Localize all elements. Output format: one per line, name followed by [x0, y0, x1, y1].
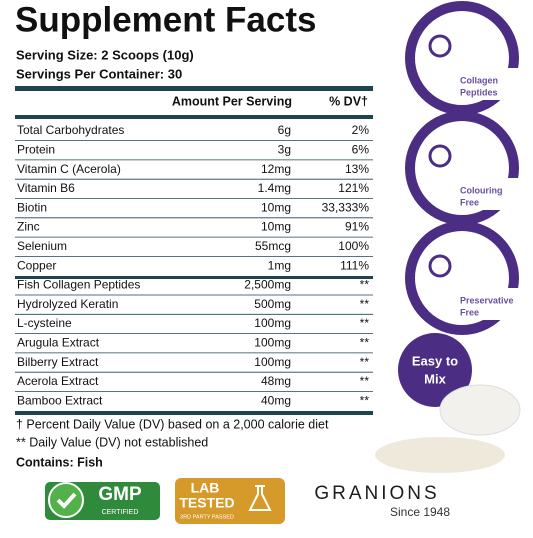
gmp-check — [48, 482, 84, 518]
footnote: ** Daily Value (DV) not established — [16, 435, 208, 449]
title: Supplement Facts — [15, 0, 316, 39]
dv: ** — [360, 374, 370, 388]
amount: 10mg — [261, 220, 291, 234]
gmp-text: GMP — [98, 484, 142, 505]
amount: 55mcg — [255, 239, 291, 253]
nutrient: Bilberry Extract — [17, 355, 99, 369]
dv: 121% — [338, 181, 369, 195]
lab-sub: 3RD PARTY PASSED — [180, 514, 234, 520]
nutrient: L-cysteine — [17, 316, 72, 330]
dv: ** — [360, 316, 370, 330]
dv: ** — [360, 355, 370, 369]
serving-size: Serving Size: 2 Scoops (10g) — [16, 47, 194, 62]
badge-label: Preservative — [460, 295, 514, 305]
brand: GRANIONS — [314, 483, 439, 504]
nutrient: Zinc — [17, 220, 40, 234]
dv: ** — [360, 393, 370, 407]
nutrient: Vitamin C (Acerola) — [17, 162, 121, 176]
col-amount: Amount Per Serving — [172, 94, 292, 108]
col-dv: % DV† — [329, 94, 368, 108]
dv: 91% — [345, 220, 369, 234]
amount: 40mg — [261, 393, 291, 407]
dv: 13% — [345, 162, 369, 176]
nutrient: Biotin — [17, 200, 47, 214]
gmp-sub: CERTIFIED — [102, 509, 139, 516]
badge-gap — [470, 178, 533, 210]
amount: 2,500mg — [244, 278, 291, 292]
nutrient: Vitamin B6 — [17, 181, 75, 195]
flask-icon — [248, 485, 272, 511]
servings: Servings Per Container: 30 — [16, 66, 182, 81]
nutrient: Arugula Extract — [17, 335, 100, 349]
contains: Contains: Fish — [16, 455, 103, 469]
nutrient: Total Carbohydrates — [17, 123, 124, 137]
nutrient: Hydrolyzed Keratin — [17, 297, 118, 311]
dv: ** — [360, 335, 370, 349]
badge-label: Free — [460, 197, 479, 207]
amount: 48mg — [261, 374, 291, 388]
scoop — [439, 384, 521, 436]
since: Since 1948 — [390, 505, 450, 519]
easy-text: Easy to — [412, 353, 458, 368]
rule — [15, 86, 373, 91]
dv: ** — [360, 278, 370, 292]
badge-gap — [470, 288, 533, 320]
amount: 500mg — [254, 297, 291, 311]
amount: 1mg — [268, 258, 291, 272]
amount: 1.4mg — [258, 181, 291, 195]
footnote: † Percent Daily Value (DV) based on a 2,… — [16, 417, 329, 431]
dv: 111% — [340, 258, 369, 272]
lab-text: TESTED — [179, 495, 234, 511]
lab-text: LAB — [191, 480, 220, 496]
dv: 33,333% — [322, 200, 370, 214]
amount: 100mg — [254, 355, 291, 369]
badge-label: Free — [460, 307, 479, 317]
nutrient: Protein — [17, 142, 55, 156]
amount: 12mg — [261, 162, 291, 176]
amount: 100mg — [254, 335, 291, 349]
badge-icon — [428, 144, 452, 168]
easy-text: Mix — [424, 371, 446, 386]
badge-label: Colouring — [460, 185, 503, 195]
badge-ring — [405, 111, 519, 225]
nutrient: Fish Collagen Peptides — [17, 278, 140, 292]
amount: 100mg — [254, 316, 291, 330]
dv: 6% — [352, 142, 370, 156]
nutrient: Selenium — [17, 239, 67, 253]
badge-label: Peptides — [460, 87, 498, 97]
rule — [15, 115, 373, 119]
nutrient: Acerola Extract — [17, 374, 99, 388]
amount: 3g — [278, 142, 291, 156]
badge-label: Collagen — [460, 75, 498, 85]
rule — [15, 411, 373, 415]
rule — [15, 276, 373, 279]
check-icon — [56, 492, 77, 509]
easy-badge — [398, 333, 472, 407]
badge-icon — [428, 34, 452, 58]
nutrient: Copper — [17, 258, 56, 272]
amount: 6g — [278, 123, 291, 137]
badge-ring — [405, 221, 519, 335]
badge-ring — [405, 1, 519, 115]
dv: ** — [360, 297, 370, 311]
dv: 2% — [352, 123, 370, 137]
dv: 100% — [338, 239, 369, 253]
badge-icon — [428, 254, 452, 278]
amount: 10mg — [261, 200, 291, 214]
powder — [375, 437, 505, 473]
nutrient: Bamboo Extract — [17, 393, 103, 407]
badge-gap — [470, 68, 533, 100]
